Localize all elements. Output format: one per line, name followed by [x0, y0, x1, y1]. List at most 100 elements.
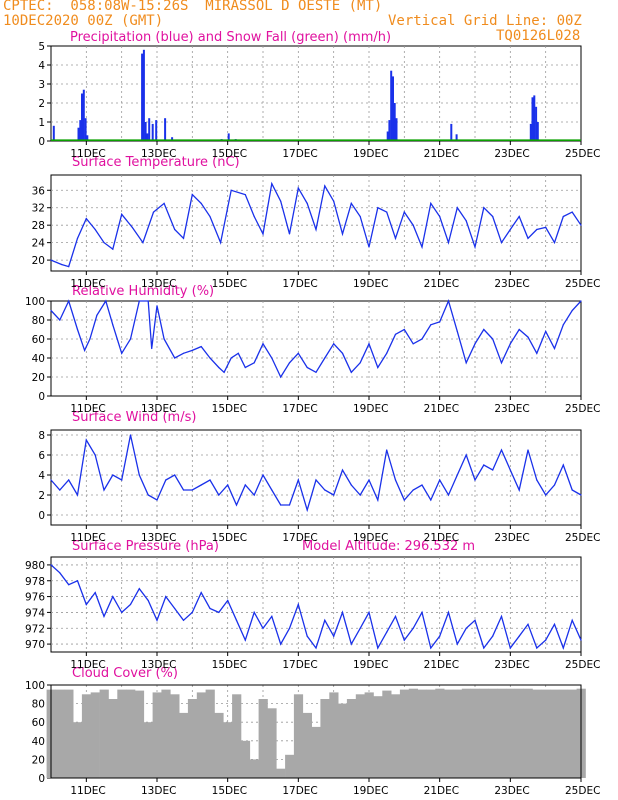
series-point-3-53: [518, 489, 520, 491]
precip-bar-0: [52, 125, 55, 141]
cloud-bar-31: [320, 699, 330, 778]
series-point-1-41: [430, 202, 432, 204]
cloud-bar-53: [514, 688, 524, 778]
series-point-3-12: [156, 499, 158, 501]
series-point-2-57: [527, 336, 529, 338]
ytick-label-3-4: 8: [38, 430, 45, 442]
series-point-2-40: [377, 366, 379, 369]
ytick-label-2-0: 0: [38, 391, 45, 403]
cloud-bar-50: [488, 688, 498, 778]
ytick-label-5-4: 80: [32, 699, 45, 711]
series-point-1-23: [271, 183, 273, 185]
series-point-3-22: [244, 484, 246, 486]
series-point-1-26: [297, 187, 299, 189]
precip-bar-31: [531, 97, 534, 141]
series-point-1-7: [112, 248, 114, 250]
precip-bar-29: [455, 134, 458, 141]
series-point-2-33: [315, 371, 317, 373]
cloud-bar-12: [152, 692, 162, 778]
series-point-3-48: [474, 479, 476, 481]
series-line-2: [50, 299, 582, 379]
precip-bar-14: [164, 118, 167, 141]
precip-bar-25: [392, 76, 394, 141]
cloud-bar-2: [64, 689, 74, 778]
cloud-bar-26: [276, 768, 286, 778]
series-point-4-49: [483, 647, 485, 649]
series-point-1-27: [306, 202, 308, 204]
series-point-4-15: [182, 619, 185, 621]
series-point-3-5: [94, 454, 96, 456]
series-point-3-6: [103, 489, 105, 491]
cloud-bar-39: [391, 694, 401, 778]
series-point-2-24: [237, 352, 239, 354]
series-point-2-59: [545, 330, 547, 332]
temperature-title: Surface Temperature (nC): [72, 155, 240, 170]
series-point-4-59: [571, 619, 573, 621]
xtick-label-2-2: 15DEC: [212, 403, 247, 415]
cloud-bar-46: [452, 689, 463, 778]
cloud-bar-14: [170, 694, 180, 778]
series-point-3-4: [85, 439, 87, 441]
cloud-bar-35: [355, 694, 365, 778]
series-point-2-4: [84, 349, 86, 351]
series-point-1-58: [580, 224, 582, 226]
cloud-bar-32: [329, 692, 339, 778]
header-station: CPTEC: 058:08W-15:26S MIRASSOL D OESTE (…: [3, 0, 383, 14]
series-point-1-19: [230, 189, 232, 191]
series-point-2-58: [536, 352, 538, 354]
cloud-bar-25: [267, 708, 277, 779]
series-point-3-19: [218, 494, 220, 496]
series-point-4-55: [536, 647, 538, 649]
precip-bar-23: [388, 120, 391, 141]
series-point-4-33: [341, 611, 344, 614]
ytick-label-2-2: 40: [32, 353, 45, 365]
cloud-bar-45: [444, 689, 454, 778]
series-point-1-10: [142, 242, 144, 244]
series-point-2-27: [262, 343, 264, 345]
series-point-4-52: [509, 647, 511, 649]
series-point-4-48: [474, 619, 476, 621]
precip-bar-9: [144, 122, 147, 141]
series-point-2-56: [518, 328, 520, 331]
series-point-2-63: [580, 300, 582, 302]
series-point-3-55: [536, 479, 538, 481]
series-line-3: [50, 434, 582, 513]
xtick-label-3-6: 23DEC: [494, 532, 529, 544]
precip-bar-13: [155, 120, 158, 141]
precip-bar-11: [148, 118, 151, 141]
cloud-bar-51: [497, 688, 507, 778]
xtick-label-3-0: 11DEC: [70, 532, 105, 544]
series-point-3-20: [227, 484, 229, 486]
xtick-label-2-7: 25DEC: [565, 403, 600, 415]
series-point-4-29: [306, 635, 308, 637]
xtick-label-5-1: 13DEC: [141, 785, 176, 797]
series-point-4-4: [85, 603, 87, 606]
ytick-label-2-4: 80: [32, 315, 45, 327]
series-point-3-39: [394, 479, 397, 481]
precip-bar-33: [535, 106, 538, 141]
series-point-1-52: [527, 237, 529, 239]
ytick-label-4-1: 972: [25, 623, 45, 635]
series-point-1-34: [368, 246, 370, 248]
series-point-2-18: [191, 349, 193, 351]
series-point-3-24: [262, 474, 264, 476]
precip-bar-8: [142, 49, 145, 141]
series-point-3-59: [571, 489, 573, 491]
ytick-label-0-1: 1: [38, 117, 45, 129]
panel-frame-2: [50, 300, 582, 397]
series-point-3-57: [553, 484, 556, 486]
series-point-4-6: [103, 615, 105, 618]
xtick-label-5-6: 23DEC: [494, 785, 529, 797]
series-point-3-15: [182, 489, 185, 491]
series-point-4-51: [500, 615, 503, 618]
series-point-2-35: [333, 343, 335, 345]
precip-bar-2: [79, 120, 82, 141]
precip-bar-6: [86, 135, 89, 141]
cloud-bar-15: [179, 712, 189, 778]
series-point-1-4: [85, 218, 87, 220]
series-point-4-1: [59, 572, 61, 574]
cloud-bar-3: [73, 722, 83, 778]
series-point-4-28: [297, 603, 299, 606]
cloud-bar-13: [161, 689, 171, 778]
